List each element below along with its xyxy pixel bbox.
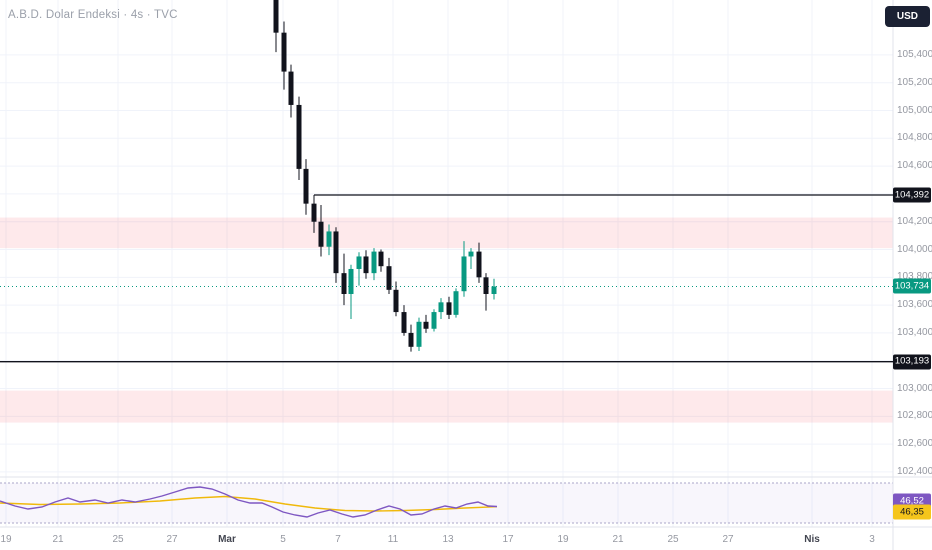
price-axis-label: 103,600 [897,299,932,311]
supply-demand-zone[interactable] [0,217,893,249]
price-axis-label: 103,000 [897,382,932,394]
candle-body [348,268,354,294]
candle-body [431,312,437,329]
time-axis-label: 25 [112,534,124,545]
price-axis-label: 105,400 [897,48,932,60]
candle-body [453,291,459,315]
candle-body [393,289,399,313]
current-price-badge: 103,734 [893,278,931,294]
candle-body [333,231,339,274]
rsi-ma-line [0,495,498,512]
time-axis-label: 21 [612,534,624,545]
price-axis-label: 105,200 [897,76,932,88]
time-axis-label: 25 [667,534,679,545]
time-axis-label: 17 [502,534,514,545]
price-axis-label: 104,600 [897,160,932,172]
price-axis-label: 105,000 [897,104,932,116]
candle-body [311,203,317,222]
candle-body [401,312,407,333]
rsi-group [0,486,498,518]
candle-body [446,302,452,315]
rsi-value-badge: 46,52 [893,493,931,509]
candles-group [273,0,497,352]
price-axis-label: 104,800 [897,132,932,144]
candle-body [483,277,489,294]
price-level-badge: 103,193 [893,354,931,370]
candle-body [281,32,287,72]
price-axis-label: 102,400 [897,465,932,477]
candle-body [273,0,279,33]
time-axis-label: Nis [804,534,820,545]
candle-body [378,251,384,267]
rsi-band-fill [0,483,893,523]
currency-button[interactable]: USD [884,6,930,27]
time-axis-label: 21 [52,534,64,545]
candle-body [318,221,324,247]
candle-body [296,104,302,169]
candle-body [356,256,362,269]
time-axis-label: 19 [0,534,12,545]
time-axis-label: 7 [335,534,341,545]
candle-body [423,321,429,329]
candle-body [476,251,482,278]
price-axis-label: 102,600 [897,438,932,450]
candle-body [408,332,414,347]
candle-body [363,256,369,274]
candle-body [416,321,422,347]
time-axis-label: 13 [442,534,454,545]
candle-body [326,231,332,247]
candle-body [438,302,444,313]
candle-body [468,251,474,257]
price-axis-label: 104,000 [897,243,932,255]
price-axis-label: 102,800 [897,410,932,422]
candle-body [371,251,377,274]
candle-body [341,273,347,294]
candle-body [491,286,497,294]
time-axis-label: 27 [722,534,734,545]
time-axis-label: 3 [869,534,875,545]
time-axis-label: 19 [557,534,569,545]
rsi-line [0,486,498,518]
candle-body [303,168,309,204]
symbol-title[interactable]: A.B.D. Dolar Endeksi · 4s · TVC [8,9,178,21]
time-axis-label: 27 [166,534,178,545]
price-axis-label: 103,400 [897,326,932,338]
price-level-badge: 104,392 [893,187,931,203]
candle-body [461,256,467,292]
candle-body [386,266,392,290]
time-axis-label: 11 [387,534,399,545]
rsi-ma-value-badge: 46,35 [893,504,931,520]
time-axis-label: 5 [280,534,286,545]
candle-body [288,71,294,105]
time-axis-label: Mar [218,534,236,545]
supply-demand-zone[interactable] [0,390,893,423]
price-axis-label: 103,800 [897,271,932,283]
price-axis-label: 104,200 [897,215,932,227]
